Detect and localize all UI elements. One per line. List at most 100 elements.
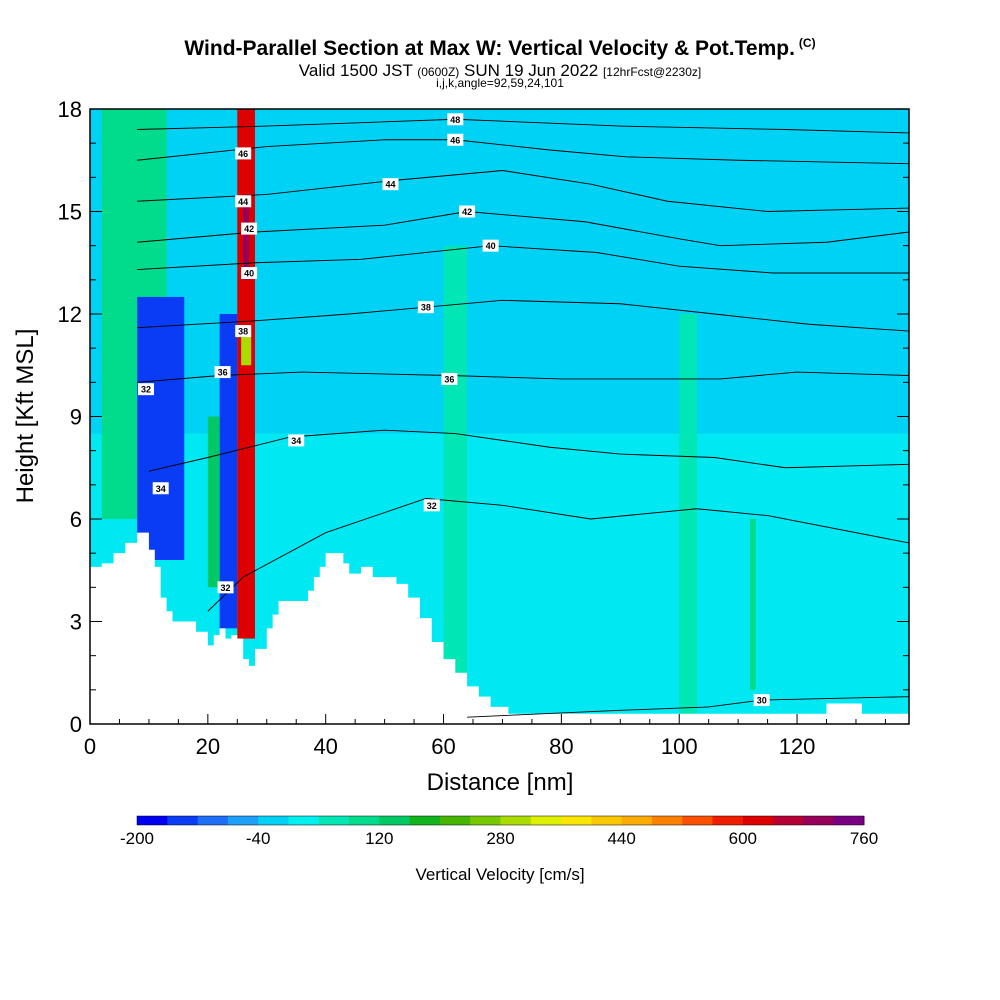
chart-title: Wind-Parallel Section at Max W: Vertical… [0, 36, 1000, 61]
x-axis-label: Distance [nm] [427, 769, 574, 796]
contour-label-box [423, 499, 440, 512]
theta-contour-line [137, 245, 909, 274]
colorbar-swatch [500, 816, 532, 825]
contour-label: 34 [156, 484, 166, 494]
colorbar-tick-label: 600 [729, 829, 757, 848]
updraft-column [679, 314, 697, 714]
contour-label-box [382, 178, 399, 191]
colorbar-swatch [470, 816, 501, 825]
theta-contour-line [137, 118, 909, 134]
terrain-mask [90, 532, 909, 724]
contour-label-box [417, 301, 434, 314]
theta-contour-line [207, 498, 909, 612]
contour-label-box [447, 133, 464, 146]
y-tick-label: 12 [58, 302, 82, 327]
theta-contour-line [137, 211, 909, 247]
contour-label-box [459, 205, 476, 218]
contour-label: 36 [444, 374, 454, 384]
colorbar-swatch [712, 816, 744, 825]
theta-contour-line [467, 696, 909, 718]
contour-label-box [137, 383, 154, 396]
copyright-mark: (C) [798, 36, 816, 50]
contour-label-box [217, 581, 234, 594]
colorbar-swatch [258, 816, 289, 825]
contour-label-box [235, 195, 252, 208]
colorbar-swatch [349, 816, 380, 825]
forecast-info: [12hrFcst@2230z] [602, 65, 702, 79]
terrain [90, 532, 909, 724]
contour-label: 44 [238, 197, 248, 207]
contour-label: 48 [450, 115, 460, 125]
contour-label: 36 [218, 368, 228, 378]
colorbar-swatch [409, 816, 441, 825]
y-tick-label: 3 [70, 610, 82, 635]
contour-label-box [753, 694, 770, 707]
valid-date: SUN 19 Jun 2022 [464, 61, 599, 80]
colorbar-swatch [439, 816, 471, 825]
chart-title-text: Wind-Parallel Section at Max W: Vertical… [184, 37, 795, 60]
contour-label-box [441, 372, 458, 385]
contour-label: 32 [221, 583, 231, 593]
colorbar-swatch [167, 816, 199, 825]
contour-label-box [152, 482, 169, 495]
updraft-peak [243, 194, 250, 280]
theta-contour-line [148, 429, 909, 472]
theta-contour-line [137, 371, 909, 383]
colorbar-tick-label: -200 [120, 829, 154, 848]
contour-label: 42 [462, 207, 472, 217]
downdraft-column [219, 314, 238, 629]
colorbar-tick-label: 440 [607, 829, 635, 848]
contour-label: 44 [385, 180, 395, 190]
colorbar-swatch [137, 816, 168, 825]
velocity-field [90, 109, 909, 724]
y-tick-label: 6 [70, 507, 82, 532]
contour-label: 38 [238, 327, 248, 337]
x-tick-label: 100 [661, 734, 698, 759]
downdraft-column [137, 296, 185, 560]
colorbar-swatch [530, 816, 562, 825]
contour-label-box [447, 113, 464, 126]
updraft-column [207, 416, 220, 588]
theta-contour-line [137, 170, 909, 212]
contour-label-box [214, 366, 231, 379]
contour-label: 34 [291, 436, 301, 446]
colorbar-swatch [591, 816, 623, 825]
colorbar-tick-label: -40 [246, 829, 271, 848]
contour-label: 30 [757, 696, 767, 706]
y-tick-label: 15 [58, 200, 82, 225]
colorbar-swatch [803, 816, 835, 825]
colorbar-label: Vertical Velocity [cm/s] [415, 865, 584, 884]
y-axis-label: Height [Kft MSL] [12, 329, 39, 504]
contour-label-box [235, 147, 252, 160]
contour-label: 40 [486, 241, 496, 251]
x-tick-label: 40 [313, 734, 337, 759]
colorbar-swatch [561, 816, 592, 825]
theta-contour-line [137, 139, 909, 165]
contour-label-box [482, 239, 499, 252]
colorbar-tick-label: 760 [850, 829, 878, 848]
x-tick-label: 80 [549, 734, 573, 759]
y-tick-label: 9 [70, 405, 82, 430]
x-tick-label: 120 [779, 734, 816, 759]
colorbar-swatch [379, 816, 411, 825]
contour-label-box [235, 325, 252, 338]
colorbar-swatch [318, 816, 350, 825]
index-info: i,j,k,angle=92,59,24,101 [436, 76, 564, 90]
colorbar-swatch [621, 816, 653, 825]
contour-label: 38 [421, 303, 431, 313]
colorbar-swatch [833, 816, 865, 825]
contour-label: 46 [238, 149, 248, 159]
contour-label: 46 [450, 135, 460, 145]
contour-label: 42 [244, 224, 254, 234]
colorbar-swatch [773, 816, 804, 825]
colorbar-swatch [288, 816, 320, 825]
colorbar-swatch [197, 816, 229, 825]
colorbar-swatch [682, 816, 714, 825]
valid-utc: (0600Z) [417, 65, 460, 79]
contour-label-box [241, 222, 258, 235]
colorbar-tick-label: 120 [365, 829, 393, 848]
updraft-column [237, 109, 255, 639]
x-tick-label: 20 [196, 734, 220, 759]
colorbar-tick-label: 280 [486, 829, 514, 848]
